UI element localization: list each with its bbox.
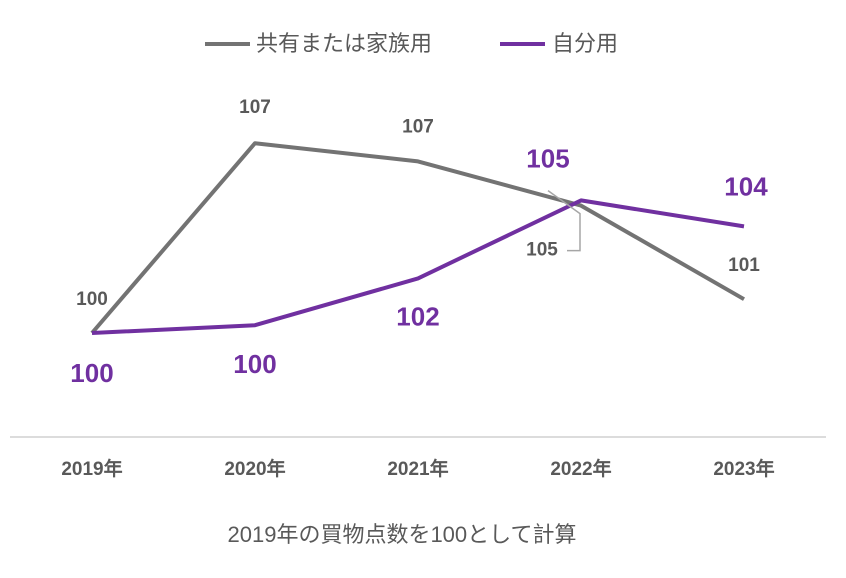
series-line <box>91 198 745 335</box>
data-label: 100 <box>76 289 108 310</box>
x-tick-label: 2021年 <box>387 457 448 480</box>
data-label: 101 <box>728 255 760 276</box>
legend-label: 自分用 <box>552 31 618 56</box>
data-label: 105 <box>526 143 569 173</box>
x-tick-label: 2019年 <box>61 457 122 480</box>
data-label: 100 <box>70 358 113 388</box>
leader-line <box>547 189 581 252</box>
data-label: 104 <box>724 171 768 201</box>
data-label: 107 <box>239 97 271 118</box>
data-label: 102 <box>396 301 439 331</box>
legend-label: 共有または家族用 <box>256 31 432 56</box>
data-label: 107 <box>402 116 434 137</box>
data-label: 100 <box>233 349 276 379</box>
x-tick-label: 2022年 <box>550 457 611 480</box>
x-tick-label: 2020年 <box>224 457 285 480</box>
x-tick-label: 2023年 <box>713 457 774 480</box>
footnote: 2019年の買物点数を100として計算 <box>228 522 577 547</box>
data-label: 105 <box>526 240 558 261</box>
series-line <box>90 141 745 335</box>
